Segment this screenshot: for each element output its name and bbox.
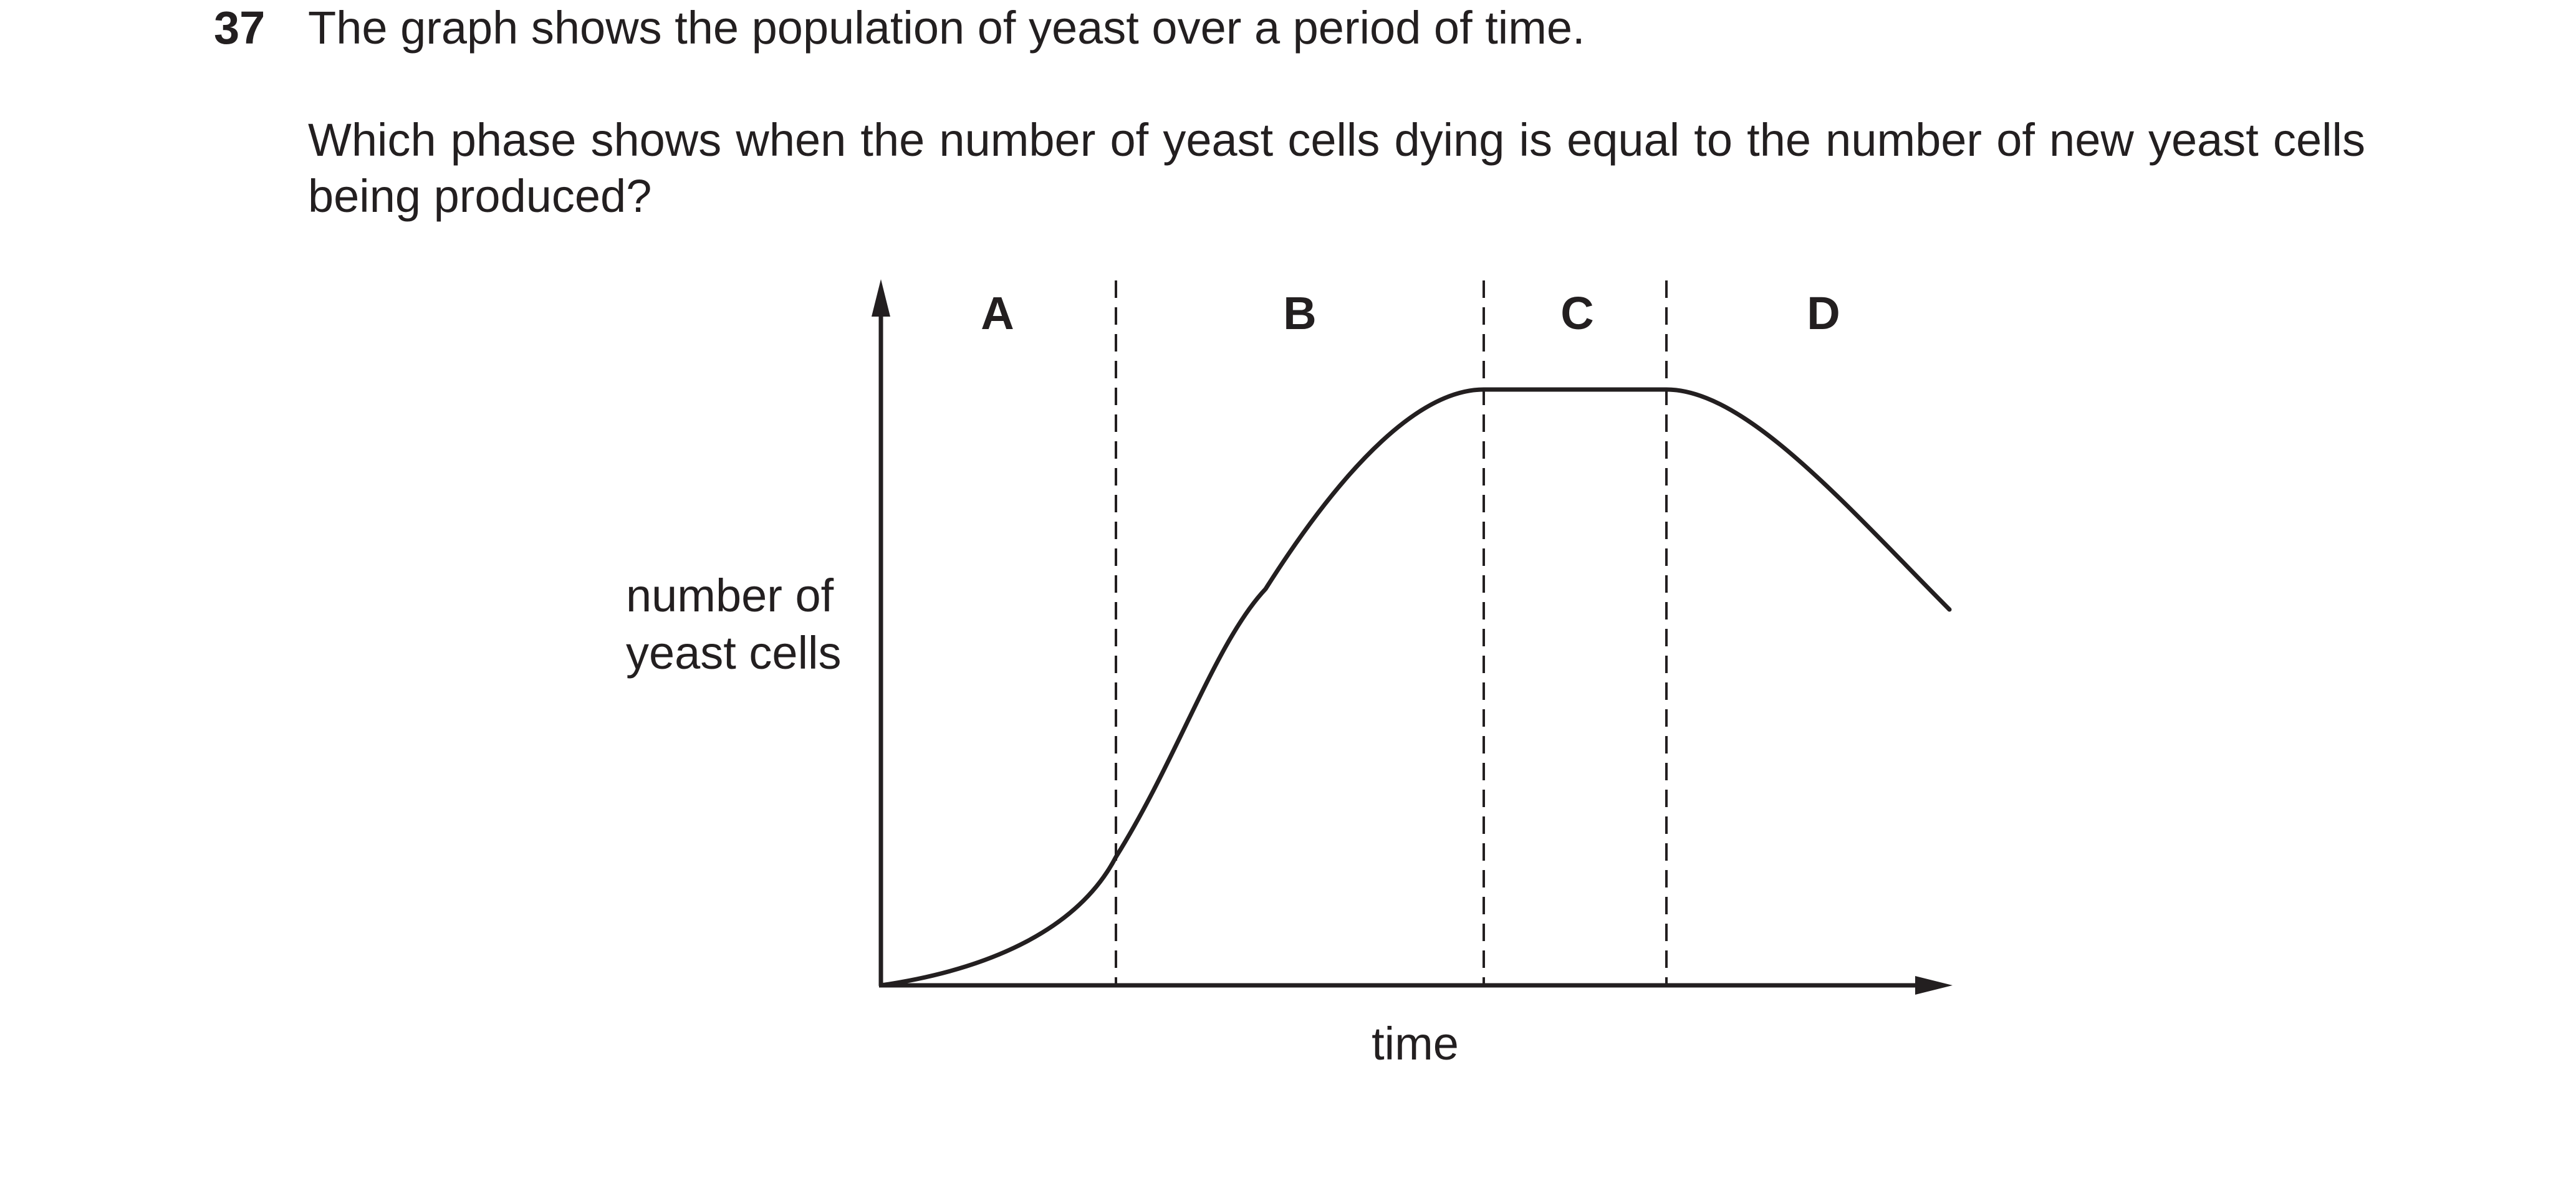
phase-label-d: D	[1807, 287, 1840, 339]
x-axis-label: time	[1372, 1018, 1459, 1069]
x-axis-arrowhead	[1915, 976, 1953, 995]
y-axis-label-line2: yeast cells	[626, 627, 841, 679]
phase-label-c: C	[1560, 287, 1593, 339]
y-axis-arrowhead	[872, 279, 890, 317]
question-intro: The graph shows the population of yeast …	[308, 2, 1585, 54]
phase-label-a: A	[981, 287, 1014, 339]
question-prompt: Which phase shows when the number of yea…	[308, 114, 2365, 222]
question-number: 37	[214, 2, 266, 54]
phase-label-b: B	[1283, 287, 1316, 339]
population-curve	[878, 387, 1952, 988]
y-axis-label-line1: number of	[626, 570, 834, 621]
